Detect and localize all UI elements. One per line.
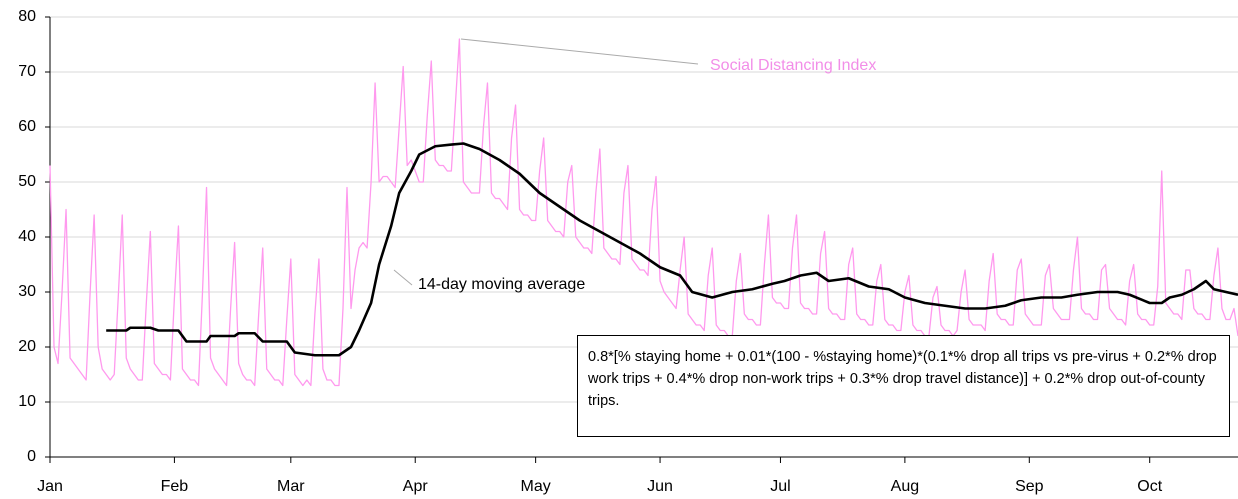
x-tick-label: Jul	[770, 478, 790, 495]
series-line	[106, 142, 1238, 357]
x-tick-label: May	[521, 478, 551, 495]
y-tick-label: 70	[18, 63, 36, 80]
x-tick-label: Apr	[403, 478, 429, 495]
y-tick-label: 50	[18, 173, 36, 190]
x-tick-label: Feb	[161, 478, 189, 495]
y-tick-label: 30	[18, 283, 36, 300]
x-tick-label: Aug	[891, 478, 919, 495]
y-tick-label: 60	[18, 118, 36, 135]
x-tick-label: Jan	[37, 478, 63, 495]
x-tick-label: Sep	[1015, 478, 1044, 495]
x-tick-label: Mar	[277, 478, 305, 495]
y-tick-label: 0	[27, 448, 36, 465]
series-label: Social Distancing Index	[710, 57, 876, 74]
x-tick-label: Oct	[1137, 478, 1162, 495]
leader-line	[393, 269, 413, 286]
x-tick-label: Jun	[647, 478, 673, 495]
formula-box: 0.8*[% staying home + 0.01*(100 - %stayi…	[577, 335, 1230, 437]
series-label: 14-day moving average	[418, 276, 585, 293]
leader-line	[460, 38, 699, 65]
y-tick-label: 40	[18, 228, 36, 245]
y-tick-label: 10	[18, 393, 36, 410]
y-tick-label: 80	[18, 8, 36, 25]
series-line	[49, 38, 1238, 387]
y-tick-label: 20	[18, 338, 36, 355]
